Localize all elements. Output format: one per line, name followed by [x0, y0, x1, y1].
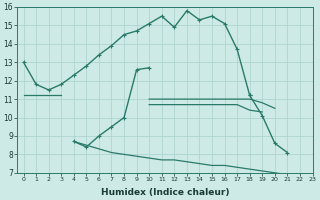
X-axis label: Humidex (Indice chaleur): Humidex (Indice chaleur)	[101, 188, 229, 197]
